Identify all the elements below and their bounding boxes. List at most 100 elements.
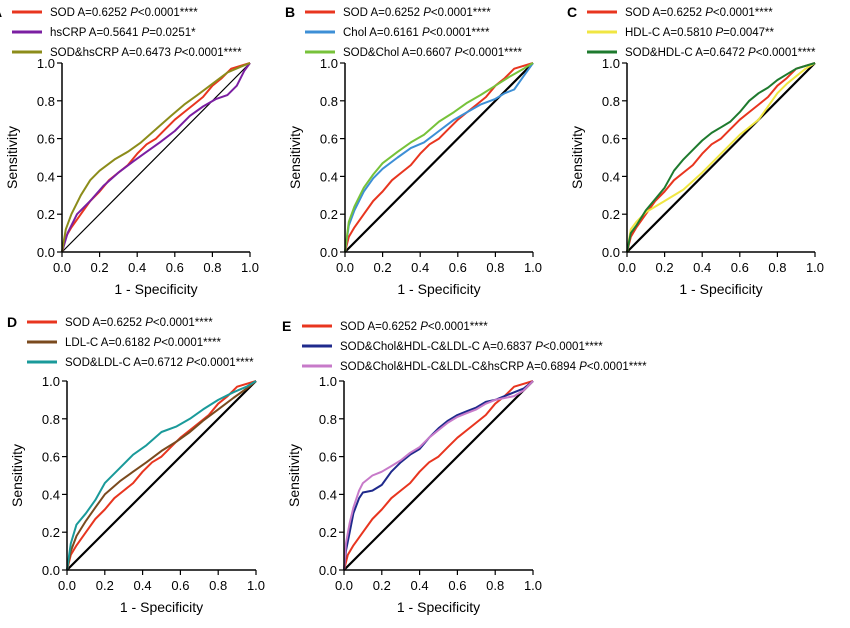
- legend-entry: SOD&HDL-C A=0.6472 P<0.0001****: [625, 47, 816, 59]
- x-tick-label: 0.0: [335, 578, 353, 593]
- roc-curve-sod: [344, 62, 534, 253]
- y-tick-label: 0.2: [37, 207, 55, 222]
- y-tick-label: 0.6: [42, 450, 60, 465]
- x-tick-label: 0.4: [411, 260, 429, 275]
- panel-letter: E: [282, 318, 291, 334]
- x-tick-label: 0.2: [373, 578, 391, 593]
- legend-entry: SOD A=0.6252 P<0.0001****: [65, 317, 213, 329]
- legend-p-value: <0.0001****: [431, 7, 491, 19]
- roc-curve-sod-hscrp: [61, 62, 251, 253]
- y-axis-label: Sensitivity: [569, 126, 585, 189]
- legend-p-value: <0.0001****: [462, 47, 522, 59]
- legend-label: SOD A=0.6252: [340, 321, 420, 333]
- x-axis-label: 1 - Specificity: [397, 281, 480, 297]
- y-tick-label: 0.2: [320, 207, 338, 222]
- x-axis-label: 1 - Specificity: [397, 599, 480, 615]
- y-tick-label: 0.0: [319, 563, 337, 578]
- legend-p-value: <0.0001****: [161, 337, 221, 349]
- x-tick-label: 1.0: [247, 578, 265, 593]
- roc-curve-ldl-c: [66, 380, 257, 571]
- legend-p-label: P: [579, 361, 587, 373]
- legend-entry: SOD&Chol A=0.6607 P<0.0001****: [343, 47, 523, 59]
- roc-curve-sod: [66, 380, 257, 571]
- legend-p-value: <0.0001****: [587, 361, 647, 373]
- legend-entry: SOD&Chol&HDL-C&LDL-C A=0.6837 P<0.0001**…: [340, 341, 603, 353]
- legend-p-value: =0.0047**: [723, 27, 774, 39]
- y-tick-label: 0.0: [37, 245, 55, 260]
- x-tick-label: 0.6: [449, 260, 467, 275]
- roc-panel-d: D SOD A=0.6252 P<0.0001****LDL-C A=0.6182…: [7, 314, 265, 615]
- roc-curve-hscrp: [61, 62, 251, 253]
- legend-label: SOD A=0.6252: [343, 7, 423, 19]
- y-tick-label: 0.6: [602, 132, 620, 147]
- reference-diagonal: [61, 62, 251, 253]
- legend-p-value: <0.0001****: [153, 317, 213, 329]
- y-tick-label: 1.0: [602, 56, 620, 71]
- y-tick-label: 0.8: [320, 94, 338, 109]
- y-tick-label: 1.0: [320, 56, 338, 71]
- x-tick-label: 0.2: [91, 260, 109, 275]
- y-tick-label: 0.4: [319, 487, 337, 502]
- legend-label: SOD A=0.6252: [50, 7, 130, 19]
- reference-diagonal: [343, 380, 534, 571]
- legend-p-label: P: [174, 47, 182, 59]
- y-tick-label: 1.0: [42, 374, 60, 389]
- roc-curve-sod-chol: [344, 62, 534, 253]
- y-tick-label: 0.8: [42, 412, 60, 427]
- x-tick-label: 0.0: [53, 260, 71, 275]
- legend-p-value: =0.0251*: [149, 27, 196, 39]
- y-tick-label: 0.6: [319, 450, 337, 465]
- y-tick-label: 0.2: [319, 525, 337, 540]
- legend-p-label: P: [186, 357, 194, 369]
- legend-entry: SOD A=0.6252 P<0.0001****: [625, 7, 773, 19]
- legend-label: Chol A=0.6161: [343, 27, 422, 39]
- legend-p-label: P: [748, 47, 756, 59]
- y-tick-label: 0.6: [320, 132, 338, 147]
- y-tick-label: 0.4: [42, 487, 60, 502]
- legend-p-label: P: [420, 321, 428, 333]
- legend-p-value: <0.0001****: [756, 47, 816, 59]
- legend-p-label: P: [145, 317, 153, 329]
- y-axis-label: Sensitivity: [286, 444, 302, 507]
- y-axis-label: Sensitivity: [9, 444, 25, 507]
- roc-curve-sod: [61, 62, 251, 253]
- y-tick-label: 0.0: [320, 245, 338, 260]
- legend-entry: SOD&hsCRP A=0.6473 P<0.0001****: [50, 47, 242, 59]
- reference-diagonal: [66, 380, 257, 571]
- roc-panel-e: E SOD A=0.6252 P<0.0001****SOD&Chol&HDL-C…: [282, 318, 647, 615]
- panel-letter: C: [567, 4, 577, 20]
- legend-label: SOD&HDL-C A=0.6472: [625, 47, 748, 59]
- legend-entry: SOD&LDL-C A=0.6712 P<0.0001****: [65, 357, 254, 369]
- x-tick-label: 0.6: [171, 578, 189, 593]
- x-tick-label: 0.8: [203, 260, 221, 275]
- legend-label: SOD&Chol A=0.6607: [343, 47, 455, 59]
- x-tick-label: 0.8: [768, 260, 786, 275]
- y-tick-label: 0.0: [42, 563, 60, 578]
- y-tick-label: 0.4: [602, 169, 620, 184]
- y-tick-label: 1.0: [37, 56, 55, 71]
- y-axis-label: Sensitivity: [4, 126, 20, 189]
- legend-p-value: <0.0001****: [194, 357, 254, 369]
- reference-diagonal: [626, 62, 816, 253]
- y-tick-label: 0.8: [319, 412, 337, 427]
- x-tick-label: 1.0: [524, 578, 542, 593]
- x-axis-label: 1 - Specificity: [679, 281, 762, 297]
- legend-entry: SOD A=0.6252 P<0.0001****: [343, 7, 491, 19]
- legend-p-label: P: [455, 47, 463, 59]
- legend-p-value: <0.0001****: [543, 341, 603, 353]
- x-tick-label: 1.0: [241, 260, 259, 275]
- legend-label: HDL-C A=0.5810: [625, 27, 715, 39]
- legend-label: hsCRP A=0.5641: [50, 27, 142, 39]
- y-tick-label: 0.4: [37, 169, 55, 184]
- legend-label: SOD&Chol&HDL-C&LDL-C A=0.6837: [340, 341, 535, 353]
- legend-label: SOD&hsCRP A=0.6473: [50, 47, 174, 59]
- x-tick-label: 0.6: [448, 578, 466, 593]
- legend-entry: HDL-C A=0.5810 P=0.0047**: [625, 27, 775, 39]
- legend-label: SOD&Chol&HDL-C&LDL-C&hsCRP A=0.6894: [340, 361, 579, 373]
- legend-p-value: <0.0001****: [428, 321, 488, 333]
- y-tick-label: 0.8: [602, 94, 620, 109]
- x-tick-label: 0.8: [486, 260, 504, 275]
- x-tick-label: 0.2: [96, 578, 114, 593]
- x-tick-label: 0.4: [134, 578, 152, 593]
- legend-p-label: P: [154, 337, 162, 349]
